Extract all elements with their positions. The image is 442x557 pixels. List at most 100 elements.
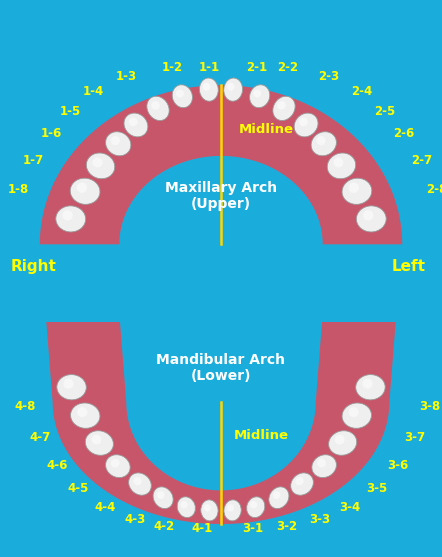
Text: 4-4: 4-4 [95, 501, 116, 514]
Ellipse shape [63, 379, 74, 389]
Text: 2-1: 2-1 [246, 61, 267, 74]
Ellipse shape [92, 157, 103, 168]
Ellipse shape [327, 153, 356, 179]
Ellipse shape [227, 83, 235, 91]
Ellipse shape [111, 136, 120, 145]
Ellipse shape [335, 435, 345, 444]
Text: Mandibular Arch
(Lower): Mandibular Arch (Lower) [156, 353, 286, 383]
Ellipse shape [85, 431, 114, 455]
Ellipse shape [111, 459, 120, 467]
Ellipse shape [356, 206, 386, 232]
Ellipse shape [342, 178, 372, 204]
Ellipse shape [247, 497, 265, 517]
Ellipse shape [133, 477, 142, 485]
Ellipse shape [147, 96, 169, 120]
Ellipse shape [342, 403, 371, 428]
Ellipse shape [250, 85, 270, 108]
Ellipse shape [356, 375, 385, 400]
Ellipse shape [180, 501, 188, 509]
Text: 3-1: 3-1 [242, 522, 263, 535]
Text: 2-4: 2-4 [351, 85, 373, 99]
Text: 4-5: 4-5 [67, 482, 88, 495]
Ellipse shape [269, 487, 289, 509]
Text: 4-6: 4-6 [46, 458, 67, 472]
Ellipse shape [312, 455, 336, 477]
Ellipse shape [157, 491, 165, 499]
Ellipse shape [227, 504, 234, 511]
Text: 4-8: 4-8 [15, 400, 36, 413]
Polygon shape [46, 322, 396, 524]
Text: 4-1: 4-1 [191, 522, 213, 535]
Ellipse shape [91, 435, 101, 444]
Text: 1-2: 1-2 [162, 61, 183, 74]
Text: 2-8: 2-8 [427, 183, 442, 196]
Text: 2-6: 2-6 [393, 128, 415, 140]
Ellipse shape [176, 90, 184, 97]
Text: Midline: Midline [239, 123, 293, 136]
Text: 2-7: 2-7 [411, 154, 432, 167]
Ellipse shape [362, 379, 373, 389]
Ellipse shape [199, 78, 218, 101]
Ellipse shape [201, 500, 218, 521]
Ellipse shape [294, 113, 318, 137]
Ellipse shape [291, 473, 313, 495]
Ellipse shape [224, 500, 241, 521]
Text: 2-3: 2-3 [318, 70, 339, 83]
Ellipse shape [224, 78, 243, 101]
Text: Maxillary Arch
(Upper): Maxillary Arch (Upper) [165, 180, 277, 211]
Text: 3-5: 3-5 [366, 482, 388, 495]
Ellipse shape [106, 132, 131, 156]
Text: 1-3: 1-3 [116, 70, 137, 83]
Text: 3-7: 3-7 [404, 431, 425, 444]
Ellipse shape [70, 178, 100, 204]
Ellipse shape [77, 183, 87, 193]
Text: 1-6: 1-6 [41, 128, 62, 140]
Ellipse shape [363, 210, 373, 221]
Text: 4-7: 4-7 [29, 431, 50, 444]
Text: 1-4: 1-4 [83, 85, 104, 99]
Ellipse shape [177, 497, 195, 517]
Ellipse shape [277, 101, 286, 110]
Text: 4-2: 4-2 [153, 520, 175, 532]
Ellipse shape [153, 487, 173, 509]
Polygon shape [40, 85, 402, 245]
Ellipse shape [250, 501, 257, 509]
Text: 1-5: 1-5 [59, 105, 80, 118]
Ellipse shape [333, 157, 343, 168]
Ellipse shape [124, 113, 148, 137]
Ellipse shape [253, 90, 261, 97]
Ellipse shape [151, 101, 160, 110]
Text: 3-8: 3-8 [419, 400, 440, 413]
Ellipse shape [71, 403, 100, 428]
Ellipse shape [56, 206, 86, 232]
Ellipse shape [273, 491, 281, 499]
Ellipse shape [311, 132, 336, 156]
Ellipse shape [129, 473, 151, 495]
Ellipse shape [57, 375, 86, 400]
Text: 1-1: 1-1 [198, 61, 219, 74]
Text: 2-5: 2-5 [375, 105, 396, 118]
Ellipse shape [172, 85, 192, 108]
Ellipse shape [86, 153, 115, 179]
Text: 3-4: 3-4 [339, 501, 360, 514]
Ellipse shape [317, 459, 326, 467]
Text: Midline: Midline [234, 429, 289, 442]
Ellipse shape [328, 431, 357, 455]
Text: 3-6: 3-6 [387, 458, 408, 472]
Ellipse shape [349, 183, 359, 193]
Ellipse shape [299, 118, 308, 126]
Text: 1-7: 1-7 [23, 154, 44, 167]
Text: 1-8: 1-8 [8, 183, 29, 196]
Ellipse shape [204, 504, 211, 511]
Text: Left: Left [392, 259, 426, 274]
Text: 3-2: 3-2 [276, 520, 297, 532]
Text: 3-3: 3-3 [309, 514, 331, 526]
Ellipse shape [203, 83, 210, 91]
Ellipse shape [129, 118, 138, 126]
Ellipse shape [106, 455, 130, 477]
Ellipse shape [349, 407, 359, 417]
Text: Right: Right [10, 259, 56, 274]
Ellipse shape [62, 210, 73, 221]
Ellipse shape [77, 407, 88, 417]
Text: 2-2: 2-2 [277, 61, 298, 74]
